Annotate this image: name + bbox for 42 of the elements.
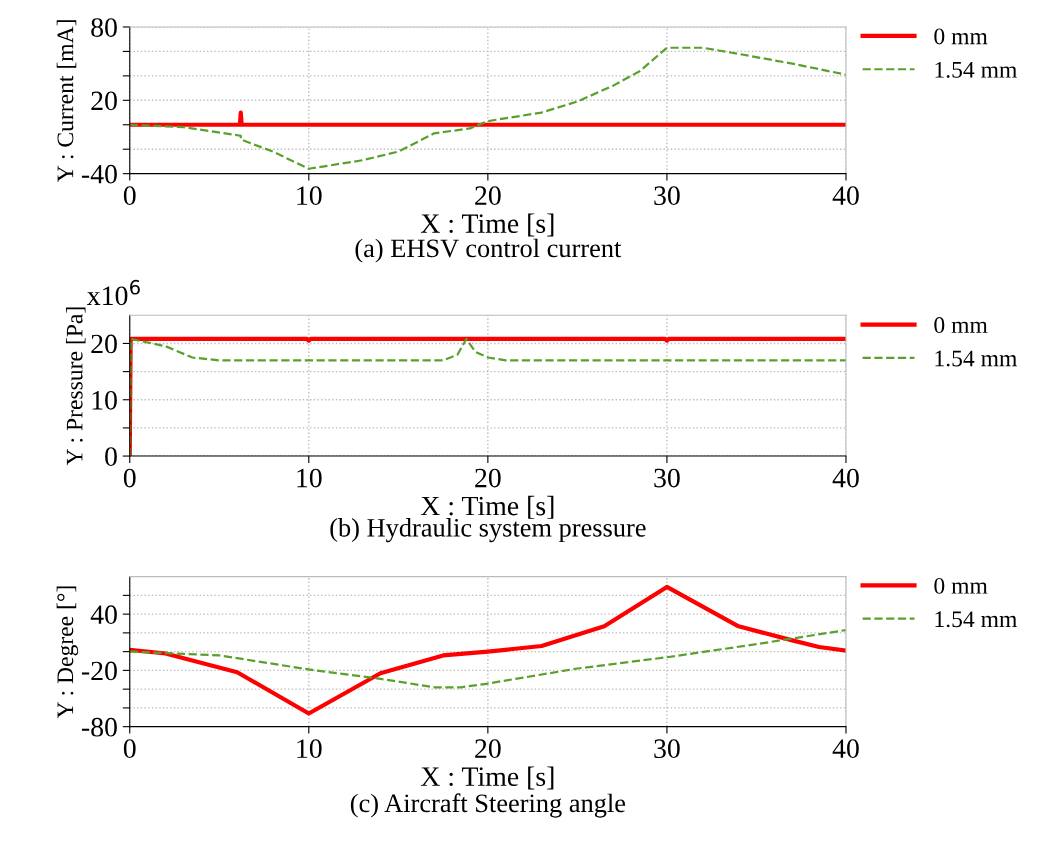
line-series [129, 628, 846, 689]
y-axis-title: Y : Current [mA] [56, 20, 77, 182]
x-tick-label: 20 [475, 468, 501, 488]
x-tick-label: 10 [297, 468, 322, 488]
legend-label: 0 mm [934, 317, 988, 334]
x-tick-label: 30 [654, 186, 680, 206]
x-tick-label: 30 [654, 468, 680, 488]
x-axis-title: X : Time [s] [420, 213, 554, 237]
x-tick-label: 0 [123, 186, 136, 206]
y-axis-title: Y : Pressure [Pa] [65, 307, 86, 466]
x-tick-label: 40 [832, 739, 859, 759]
text: x10$^{6}$ [87, 279, 140, 306]
line-series [129, 584, 846, 716]
y-tick-label: -40 [81, 164, 117, 184]
x-tick-label: 20 [475, 186, 501, 206]
y-tick-label: 80 [91, 18, 117, 37]
y-tick-label: -20 [81, 661, 117, 681]
x-tick-label: 40 [832, 468, 859, 488]
text: (c) Aircraft Steering angle [350, 793, 626, 818]
text: (b) Hydraulic system pressure [330, 518, 646, 543]
y-axis-title: Y : Degree [°] [56, 586, 79, 719]
x-tick-label: 10 [297, 739, 322, 759]
x-axis-title: X : Time [s] [420, 766, 554, 790]
legend-label: 0 mm [934, 577, 988, 594]
x-tick-label: 40 [832, 186, 859, 206]
y-tick-label: 0 [105, 447, 117, 466]
legend-label: 1.54 mm [935, 611, 1017, 628]
y-tick-label: 20 [91, 91, 117, 111]
x-tick-label: 10 [297, 186, 322, 206]
y-tick-label: 40 [90, 605, 117, 625]
y-tick-label: -80 [81, 717, 117, 737]
legend-label: 1.54 mm [935, 61, 1017, 78]
y-tick-label: 10 [92, 390, 117, 410]
x-tick-label: 30 [654, 739, 680, 759]
legend-label: 0 mm [934, 28, 988, 45]
x-tick-label: 0 [123, 468, 136, 488]
x-tick-label: 20 [475, 739, 501, 759]
y-tick-label: 20 [91, 334, 117, 354]
x-axis-title: X : Time [s] [420, 495, 554, 519]
legend-label: 1.54 mm [935, 350, 1017, 367]
x-tick-label: 0 [123, 739, 136, 759]
text: (a) EHSV control current [355, 238, 622, 263]
